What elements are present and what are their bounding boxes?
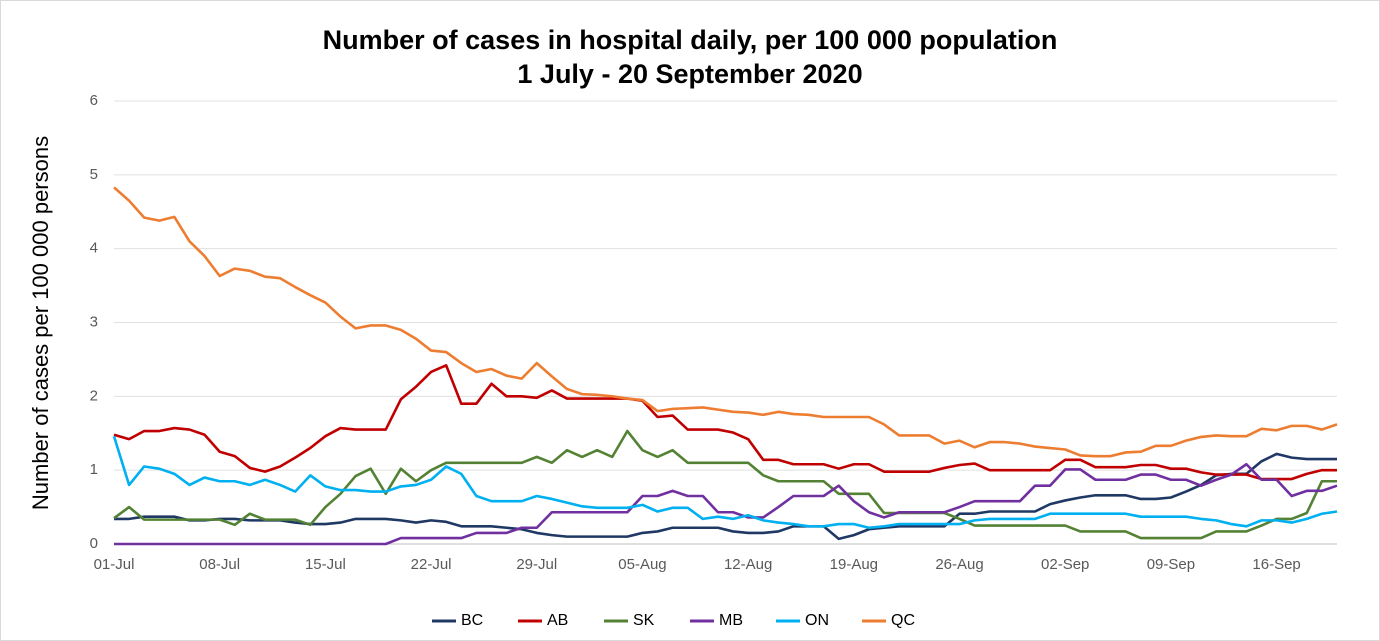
x-tick-label: 22-Jul bbox=[411, 556, 452, 573]
legend-label: MB bbox=[719, 612, 743, 629]
y-tick-label: 0 bbox=[90, 535, 98, 552]
y-tick-label: 1 bbox=[90, 461, 98, 478]
x-tick-label: 15-Jul bbox=[305, 556, 346, 573]
series-line bbox=[114, 452, 1337, 541]
x-tick-label: 05-Aug bbox=[618, 556, 666, 573]
x-tick-label: 08-Jul bbox=[199, 556, 240, 573]
y-tick-label: 6 bbox=[90, 92, 98, 109]
y-axis-label: Number of cases per 100 000 persons bbox=[28, 136, 53, 510]
y-tick-label: 4 bbox=[90, 240, 98, 257]
legend-label: ON bbox=[805, 612, 829, 629]
series-line bbox=[113, 186, 1338, 458]
x-tick-label: 01-Jul bbox=[94, 556, 135, 573]
series-line bbox=[114, 462, 1338, 546]
x-tick-label: 12-Aug bbox=[724, 556, 772, 573]
series-line bbox=[113, 364, 1337, 481]
y-tick-label: 5 bbox=[90, 166, 98, 183]
x-tick-label: 29-Jul bbox=[516, 556, 557, 573]
x-tick-label: 26-Aug bbox=[935, 556, 983, 573]
y-tick-label: 3 bbox=[90, 313, 98, 330]
x-tick-label: 09-Sep bbox=[1147, 556, 1195, 573]
series-line bbox=[113, 429, 1337, 540]
chart-title: Number of cases in hospital daily, per 1… bbox=[323, 25, 1058, 55]
legend-label: AB bbox=[547, 612, 568, 629]
legend-label: SK bbox=[633, 612, 655, 629]
x-tick-label: 16-Sep bbox=[1252, 556, 1300, 573]
x-tick-label: 02-Sep bbox=[1041, 556, 1089, 573]
y-tick-label: 2 bbox=[90, 387, 98, 404]
chart-subtitle: 1 July - 20 September 2020 bbox=[517, 59, 862, 89]
legend-label: QC bbox=[891, 612, 915, 629]
x-tick-label: 19-Aug bbox=[830, 556, 878, 573]
legend-label: BC bbox=[461, 612, 483, 629]
series-line bbox=[112, 435, 1338, 530]
